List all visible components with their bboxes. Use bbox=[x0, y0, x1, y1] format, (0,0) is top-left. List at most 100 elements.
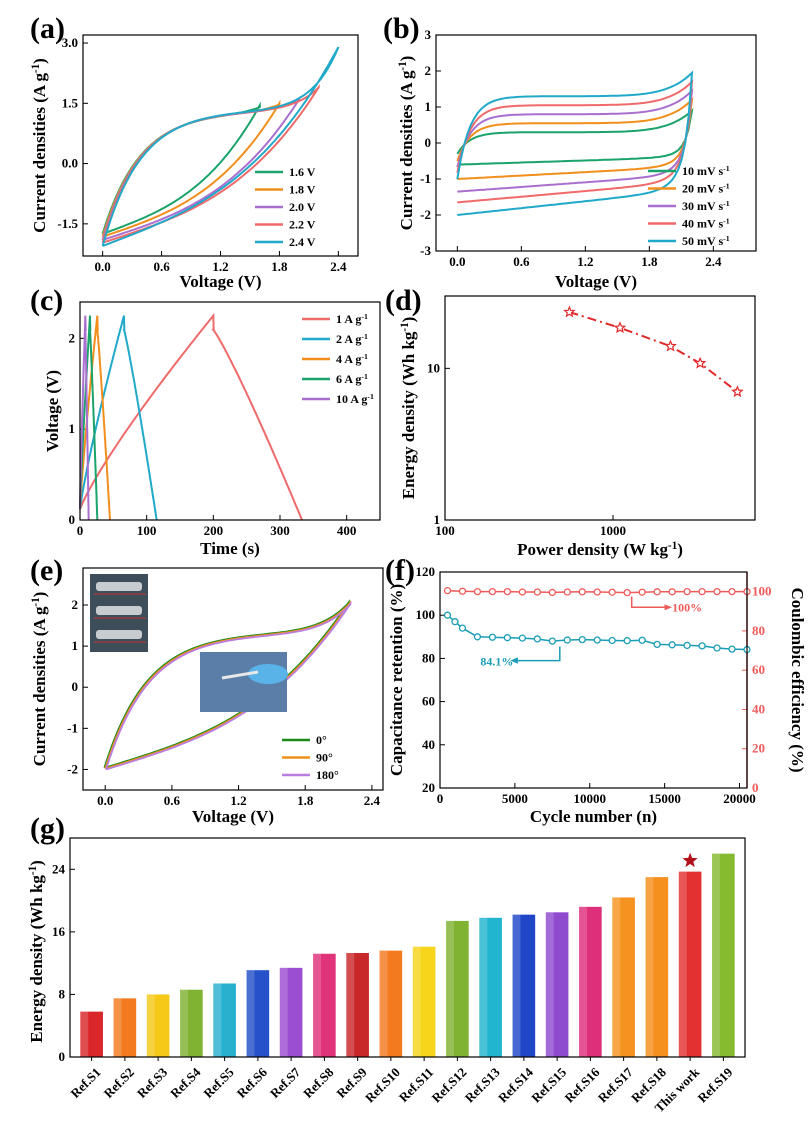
cycle-point bbox=[578, 588, 586, 596]
y-tick-label: 8 bbox=[59, 986, 66, 1001]
ragone-point-0 bbox=[563, 305, 576, 318]
cycle-point bbox=[623, 588, 631, 597]
y-tick-label: 80 bbox=[422, 650, 435, 665]
cv-curve-3 bbox=[101, 83, 320, 244]
y-axis-label: Energy density (Wh kg-1) bbox=[27, 860, 46, 1043]
cycle-point bbox=[578, 635, 586, 644]
panel-label: (b) bbox=[383, 12, 420, 45]
x-axis-label: Power density (W kg-1) bbox=[517, 540, 683, 559]
x-tick-label: 5000 bbox=[502, 791, 528, 806]
bar-10 bbox=[412, 946, 436, 1057]
x-tick-label: 10000 bbox=[574, 791, 607, 806]
x-tick-label: 0 bbox=[437, 791, 444, 806]
bar-14 bbox=[545, 912, 569, 1057]
panel-d-frame bbox=[444, 295, 756, 521]
legend-label: 2.0 V bbox=[289, 200, 316, 214]
bar-shine bbox=[80, 1011, 89, 1057]
cycle-point bbox=[608, 636, 616, 645]
cycle-point bbox=[638, 588, 646, 596]
y-tick-label: 1 bbox=[69, 421, 76, 436]
ragone-line bbox=[569, 311, 739, 393]
legend-label: 4 A g-1 bbox=[336, 352, 368, 367]
bar-7 bbox=[313, 953, 336, 1057]
cv-curve-0 bbox=[456, 108, 694, 166]
y-tick-label: 24 bbox=[52, 861, 66, 876]
y2-tick-label: 20 bbox=[752, 741, 765, 756]
cycle-point bbox=[638, 636, 646, 644]
x-tick-label: 0.0 bbox=[449, 254, 465, 269]
bar-shine bbox=[579, 906, 587, 1057]
cv-curve-3 bbox=[456, 79, 694, 204]
cycle-point bbox=[698, 587, 706, 596]
y-tick-label: 1.5 bbox=[62, 95, 79, 110]
panel-a-frame bbox=[82, 34, 359, 257]
category-label: Ref.S4 bbox=[167, 1064, 204, 1101]
x-axis-label: Voltage (V) bbox=[555, 272, 637, 291]
cv-curve-4 bbox=[101, 46, 340, 247]
bar-shine bbox=[246, 970, 255, 1057]
bar-4 bbox=[213, 983, 236, 1057]
category-label: Ref.S7 bbox=[267, 1064, 304, 1101]
x-tick-label: 300 bbox=[270, 523, 290, 538]
legend-label: 10 mV s-1 bbox=[682, 164, 730, 179]
bar-5 bbox=[246, 970, 270, 1057]
legend-label: 30 mV s-1 bbox=[682, 199, 730, 214]
gcd-curve-3 bbox=[79, 315, 99, 521]
legend-label: 2 A g-1 bbox=[336, 332, 368, 347]
cycle-point bbox=[443, 587, 452, 595]
bar-shine bbox=[346, 952, 355, 1057]
legend-label: 90° bbox=[316, 751, 333, 765]
y-tick-label: -2 bbox=[67, 761, 78, 776]
bar-17 bbox=[645, 877, 669, 1057]
category-label: Ref.S5 bbox=[200, 1064, 237, 1101]
cycle-point bbox=[713, 644, 721, 652]
x-tick-label: 0.6 bbox=[164, 793, 181, 808]
cycle-point bbox=[593, 588, 601, 596]
bar-shine bbox=[180, 989, 188, 1057]
cycle-point bbox=[608, 588, 616, 596]
x-tick-label: 0.6 bbox=[153, 259, 170, 274]
y-tick-label: 0 bbox=[425, 135, 432, 150]
y2-tick-label: 0 bbox=[752, 780, 759, 795]
y2-tick-label: 40 bbox=[752, 701, 765, 716]
y-tick-label: 2 bbox=[425, 63, 432, 78]
x-tick-label: 2.4 bbox=[705, 254, 722, 269]
panel-label: (g) bbox=[30, 812, 65, 845]
x-axis-label: Cycle number (n) bbox=[530, 807, 657, 826]
legend-label: 0° bbox=[316, 733, 327, 747]
ragone-point-2 bbox=[664, 339, 677, 352]
bar-6 bbox=[279, 967, 303, 1057]
cycle-point bbox=[473, 633, 482, 641]
category-label: Ref.S8 bbox=[300, 1064, 337, 1101]
legend-label: 180° bbox=[316, 768, 339, 782]
x-axis-label: Voltage (V) bbox=[192, 807, 274, 826]
panel-c-frame bbox=[79, 301, 381, 521]
bar-shine bbox=[612, 897, 621, 1057]
y-tick-label: 0 bbox=[69, 512, 76, 527]
cycle-point bbox=[518, 588, 527, 596]
y-axis-label: Current densities (A g-1) bbox=[30, 592, 49, 767]
cycle-point bbox=[503, 634, 512, 642]
y-tick-label: 0 bbox=[59, 1049, 66, 1064]
legend-label: 10 A g-1 bbox=[336, 392, 374, 407]
cv-curve-2 bbox=[105, 600, 352, 771]
cycle-point bbox=[458, 624, 467, 632]
panel-g-frame bbox=[69, 837, 746, 1058]
bar-shine bbox=[479, 917, 488, 1057]
y-tick-label: 0 bbox=[72, 679, 79, 694]
cycle-point bbox=[488, 587, 497, 596]
bar-shine bbox=[512, 914, 521, 1057]
bar-shine bbox=[712, 853, 720, 1057]
cycle-point bbox=[518, 634, 527, 642]
efficiency-arrow bbox=[630, 596, 670, 609]
inset-photo-bending bbox=[200, 652, 288, 712]
legend-label: 2.2 V bbox=[289, 218, 316, 232]
y-tick-label: 1 bbox=[72, 638, 79, 653]
highlight-star bbox=[682, 852, 698, 868]
gcd-curve-4 bbox=[79, 315, 90, 521]
cycle-point bbox=[548, 588, 556, 597]
glove-shape bbox=[248, 664, 288, 684]
bar-11 bbox=[446, 920, 469, 1057]
legend-label: 1.6 V bbox=[289, 165, 316, 179]
cycle-point bbox=[668, 641, 676, 649]
